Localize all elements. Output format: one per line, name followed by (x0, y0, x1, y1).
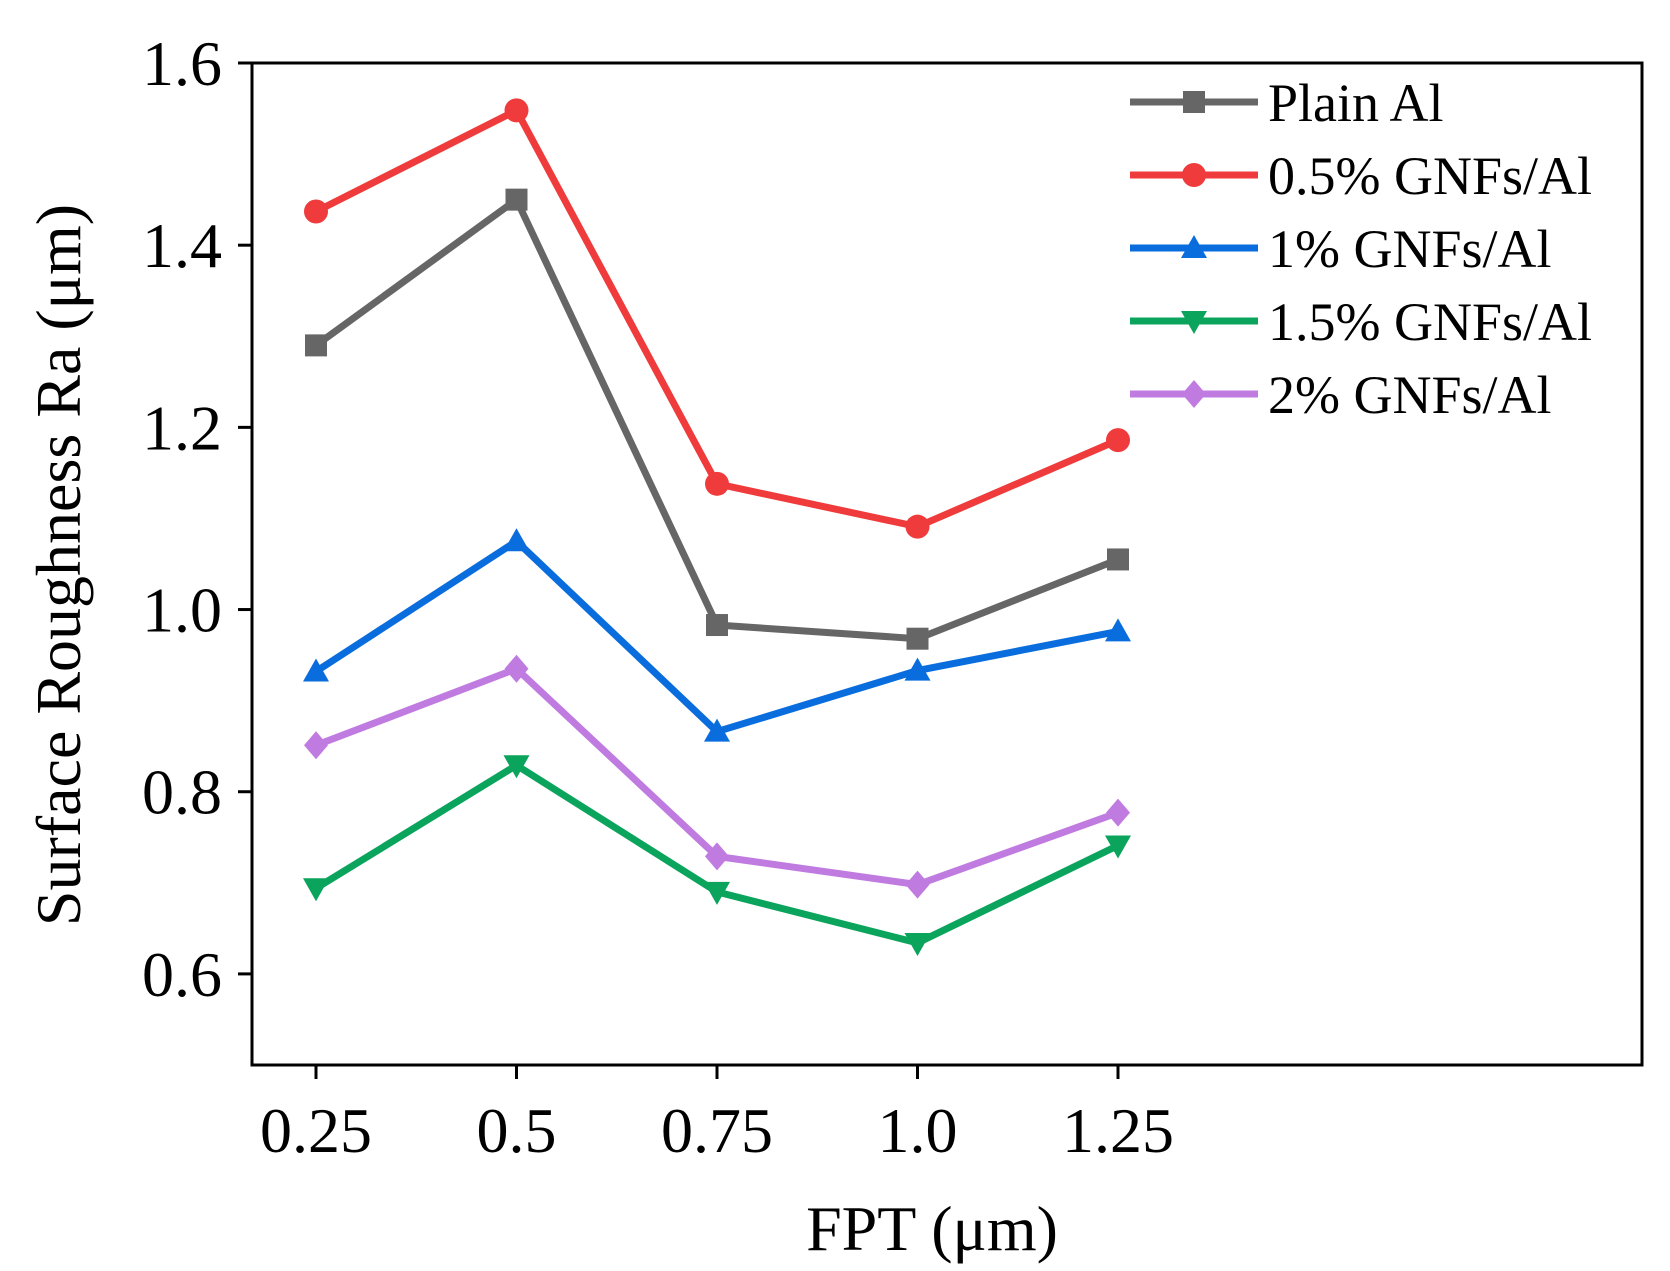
series-plain-al (305, 188, 1129, 650)
series-line (313, 194, 1120, 643)
plot-area-frame (250, 61, 1644, 1067)
x-tick-label: 0.5 (477, 1095, 557, 1166)
data-point (503, 755, 530, 779)
legend-label: Plain Al (1268, 73, 1444, 133)
legend-swatch-marker (1183, 91, 1205, 113)
series-1pct-gnfs-al (303, 528, 1131, 742)
y-axis-title: Surface Roughness Ra (μm) (23, 204, 94, 926)
y-tick-label: 1.0 (142, 575, 222, 646)
x-tick-label: 1.25 (1062, 1095, 1174, 1166)
axis-ticks: 0.25 0.5 0.75 1.0 1.25 0.6 0.8 1.0 1.2 1.4 1.6 (142, 28, 1174, 1166)
x-tick-label: 0.25 (260, 1095, 372, 1166)
data-point (705, 471, 729, 496)
legend: Plain Al 0.5% GNFs/Al 1% GNFs/Al 1.5% GNFs/… (1130, 73, 1592, 425)
data-point (704, 718, 730, 742)
data-point (504, 98, 529, 123)
data-point (706, 614, 728, 637)
data-point (905, 870, 930, 899)
data-point (503, 528, 530, 552)
legend-item-1-5pct-gnfs-al: 1.5% GNFs/Al (1130, 292, 1592, 352)
x-tick-label: 1.0 (878, 1095, 958, 1166)
data-point (1105, 618, 1131, 642)
legend-label: 2% GNFs/Al (1268, 365, 1552, 425)
data-point (906, 627, 929, 650)
data-point (705, 842, 729, 871)
y-tick-label: 1.2 (142, 392, 222, 463)
series-0-5pct-gnfs-al (304, 98, 1130, 539)
x-axis-title: FPT (μm) (806, 1193, 1058, 1264)
x-tick-label: 0.75 (661, 1095, 773, 1166)
legend-label: 1% GNFs/Al (1268, 219, 1552, 279)
series-line (314, 105, 1120, 531)
data-point (504, 654, 529, 683)
series-layer (303, 98, 1131, 956)
legend-label: 1.5% GNFs/Al (1268, 292, 1592, 352)
y-tick-label: 0.6 (142, 939, 222, 1010)
data-point (904, 932, 931, 956)
data-point (905, 514, 930, 539)
data-point (303, 878, 329, 902)
data-point (1106, 798, 1130, 827)
y-tick-label: 1.6 (142, 28, 222, 99)
data-point (304, 731, 328, 760)
series-1-5pct-gnfs-al (303, 755, 1131, 956)
y-tick-label: 1.4 (142, 210, 222, 281)
data-point (1107, 548, 1129, 571)
legend-swatch-marker (1181, 311, 1207, 334)
legend-label: 0.5% GNFs/Al (1268, 146, 1592, 206)
legend-item-plain-al: Plain Al (1130, 73, 1444, 133)
data-point (304, 199, 328, 224)
data-point (1105, 835, 1131, 859)
legend-item-1pct-gnfs-al: 1% GNFs/Al (1130, 219, 1552, 279)
data-point (303, 658, 329, 682)
legend-swatch-marker (1181, 235, 1207, 258)
data-point (305, 334, 327, 357)
data-point (904, 657, 931, 681)
legend-swatch-marker (1182, 163, 1206, 187)
data-point (1106, 428, 1130, 453)
data-point (505, 188, 528, 211)
legend-swatch-marker (1182, 380, 1206, 408)
legend-item-0-5pct-gnfs-al: 0.5% GNFs/Al (1130, 146, 1592, 206)
legend-item-2pct-gnfs-al: 2% GNFs/Al (1130, 365, 1552, 425)
series-2pct-gnfs-al (304, 654, 1130, 899)
data-point (704, 881, 730, 905)
y-tick-label: 0.8 (142, 757, 222, 828)
